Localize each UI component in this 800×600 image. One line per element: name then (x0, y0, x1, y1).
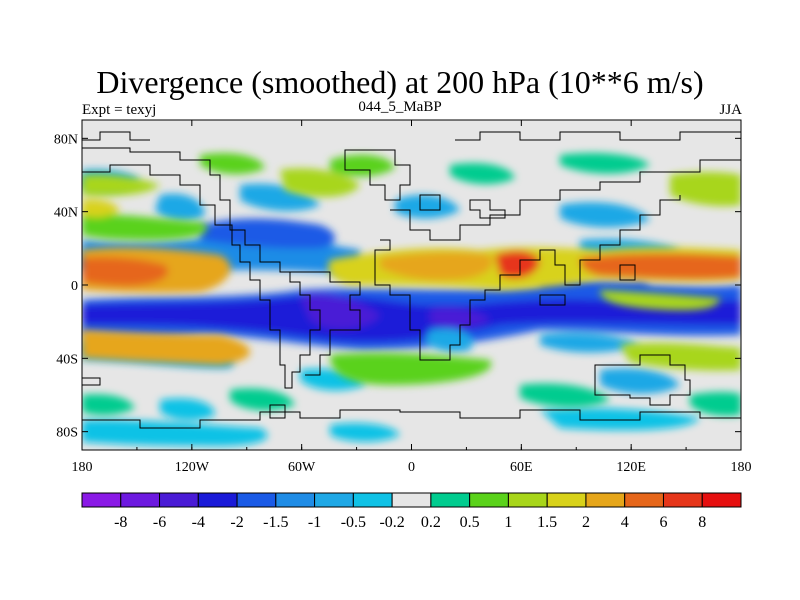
colorbar-swatch (159, 492, 199, 508)
colorbar-swatch (507, 492, 548, 508)
colorbar-swatch (352, 492, 393, 508)
colorbar-label: 1.5 (537, 514, 557, 531)
colorbar-swatch (81, 492, 122, 508)
colorbar-label: 2 (582, 514, 590, 531)
colorbar-swatch (275, 492, 316, 508)
colorbar-label: 8 (698, 514, 706, 531)
colorbar-swatch (469, 492, 509, 508)
map-title: Divergence (smoothed) at 200 hPa (10**6 … (96, 64, 704, 100)
contour-field (82, 120, 741, 450)
colorbar-swatch (430, 492, 471, 508)
colorbar-label: -0.2 (379, 514, 404, 531)
colorbar: -8 -6 -4 -2 -1.5 -1 -0.5 -0.2 0.2 0.5 1 1.5 2 4 6 8 (81, 492, 742, 531)
colorbar-label: -0.5 (341, 514, 366, 531)
colorbar-label: 0.2 (421, 514, 441, 531)
y-tick-label: 40S (56, 352, 78, 367)
colorbar-swatch (585, 492, 626, 508)
colorbar-label: -1 (308, 514, 321, 531)
colorbar-label: 1 (504, 514, 512, 531)
colorbar-label: 4 (621, 514, 629, 531)
x-tick-label: 120E (616, 460, 646, 475)
colorbar-swatch (391, 492, 432, 508)
y-tick-label: 40N (54, 206, 78, 221)
experiment-label: Expt = texyj (82, 102, 157, 118)
x-tick-label: 180 (72, 460, 93, 475)
colorbar-swatch (546, 492, 587, 508)
x-tick-label: 120W (175, 460, 210, 475)
colorbar-label: -4 (192, 514, 205, 531)
colorbar-label: -6 (153, 514, 166, 531)
x-axis: 180 120W 60W 0 60E 120E 180 (72, 120, 752, 475)
y-tick-label: 80S (56, 426, 78, 441)
colorbar-label: -2 (230, 514, 243, 531)
x-tick-label: 180 (731, 460, 752, 475)
colorbar-label: 0.5 (460, 514, 480, 531)
colorbar-swatch (236, 492, 277, 508)
colorbar-label: -1.5 (263, 514, 288, 531)
colorbar-swatch (120, 492, 161, 508)
colorbar-swatch (314, 492, 354, 508)
run-label: 044_5_MaBP (358, 99, 442, 115)
season-label: JJA (719, 102, 742, 118)
x-tick-label: 0 (408, 460, 415, 475)
colorbar-swatch (197, 492, 238, 508)
y-tick-label: 80N (54, 132, 78, 147)
x-tick-label: 60E (510, 460, 533, 475)
colorbar-swatch (701, 492, 742, 508)
coastlines (82, 131, 741, 429)
colorbar-swatch (624, 492, 664, 508)
y-axis: 80N 40N 0 40S 80S (54, 132, 741, 441)
colorbar-label: 6 (659, 514, 667, 531)
y-tick-label: 0 (71, 279, 78, 294)
x-tick-label: 60W (288, 460, 316, 475)
colorbar-label: -8 (114, 514, 127, 531)
colorbar-swatch (662, 492, 703, 508)
